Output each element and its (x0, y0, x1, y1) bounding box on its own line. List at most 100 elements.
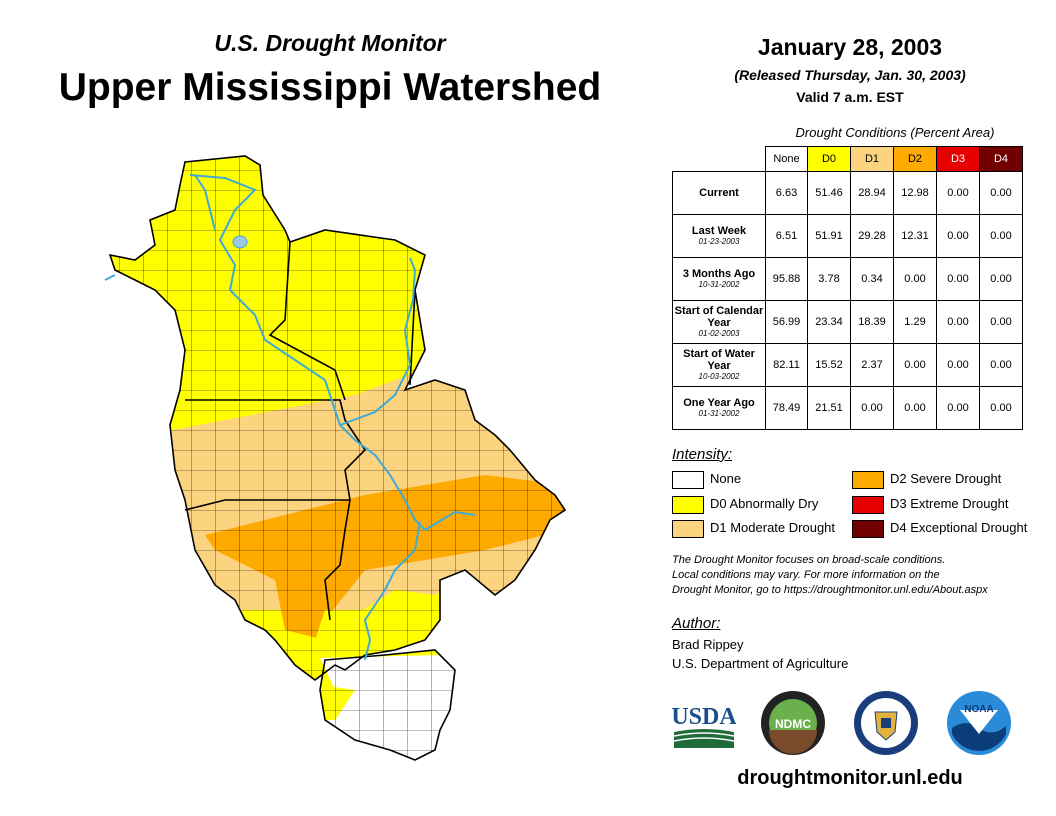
noaa-logo: NOAA (947, 691, 1011, 755)
table-cell: 0.00 (936, 386, 980, 430)
row-date: 01-23-2003 (698, 237, 740, 246)
table-cell: 6.51 (765, 214, 808, 258)
usda-logo-text: USDA (672, 704, 736, 730)
table-cell: 12.31 (893, 214, 937, 258)
column-header-d2: D2 (893, 146, 937, 172)
page-title: Upper Mississippi Watershed (58, 66, 602, 109)
table-cell: 0.00 (893, 343, 937, 387)
row-date: 01-31-2002 (698, 409, 740, 418)
subtitle: U.S. Drought Monitor (214, 30, 446, 56)
noaa-logo-text: NOAA (964, 704, 993, 715)
legend-swatch (852, 519, 884, 538)
table-row: Start of Calendar Year 01-02-2003 56.99 23.… (672, 300, 1023, 344)
table-cell: 28.94 (850, 171, 894, 215)
legend-swatch (672, 470, 704, 489)
commerce-seal (854, 691, 918, 755)
legend-label: D4 Exceptional Drought (890, 520, 1028, 535)
legend-item: D4 Exceptional Drought (852, 519, 1028, 538)
note-line: The Drought Monitor focuses on broad-sca… (672, 554, 946, 566)
table-cell: 0.00 (979, 214, 1023, 258)
legend-swatch (852, 470, 884, 489)
row-label-text: Start of Water Year (683, 348, 755, 372)
table-cell: 18.39 (850, 300, 894, 344)
column-header-none: None (765, 146, 808, 172)
legend-item: D2 Severe Drought (852, 470, 1002, 489)
drought-map (104, 155, 567, 761)
legend-label: D2 Severe Drought (890, 471, 1002, 486)
table-cell: 23.34 (807, 300, 851, 344)
row-label-text: Last Week (691, 225, 747, 237)
legend-item: D3 Extreme Drought (852, 495, 1009, 514)
state-boundaries (108, 155, 567, 761)
map-date: January 28, 2003 (757, 34, 943, 60)
table-cell: 21.51 (807, 386, 851, 430)
table-cell: 0.00 (979, 171, 1023, 215)
legend-swatch (672, 495, 704, 514)
table-cell: 0.00 (979, 343, 1023, 387)
legend-item: D0 Abnormally Dry (672, 495, 819, 514)
table-cell: 29.28 (850, 214, 894, 258)
note-line: Local conditions may vary. For more info… (672, 569, 940, 581)
row-label: Last Week 01-23-2003 (672, 214, 766, 258)
table-row: 3 Months Ago 10-31-2002 95.88 3.78 0.34 0.00 0… (672, 257, 1023, 301)
table-cell: 6.63 (765, 171, 808, 215)
table-header-row: None D0 D1 D2 D3 D4 (673, 146, 1023, 172)
row-date: 01-02-2003 (698, 329, 740, 338)
table-row: Start of Water Year 10-03-2002 82.11 15.52 2… (672, 343, 1023, 387)
table-cell: 12.98 (893, 171, 937, 215)
row-label-text: Current (699, 187, 739, 199)
column-header-d3: D3 (936, 146, 980, 172)
table-cell: 95.88 (765, 257, 808, 301)
valid-time: Valid 7 a.m. EST (796, 89, 904, 105)
note-line[interactable]: Drought Monitor, go to https://droughtmo… (672, 584, 988, 596)
legend-label: D1 Moderate Drought (710, 520, 836, 535)
legend-item: None (672, 470, 742, 489)
table-cell: 0.00 (936, 257, 980, 301)
rivers (104, 174, 476, 661)
table-cell: 78.49 (765, 386, 808, 430)
table-cell: 0.00 (850, 386, 894, 430)
row-label: 3 Months Ago 10-31-2002 (672, 257, 766, 301)
author-label: Author: (672, 615, 721, 632)
row-label-text: Start of Calendar Year (674, 305, 764, 329)
row-label: Start of Water Year 10-03-2002 (672, 343, 766, 387)
row-label: Start of Calendar Year 01-02-2003 (672, 300, 766, 344)
legend-label: None (710, 471, 742, 486)
website-link[interactable]: droughtmonitor.unl.edu (737, 767, 963, 789)
column-header-d4: D4 (979, 146, 1023, 172)
table-cell: 51.46 (807, 171, 851, 215)
release-date: (Released Thursday, Jan. 30, 2003) (734, 67, 966, 83)
table-cell: 0.00 (979, 300, 1023, 344)
drought-areas (110, 156, 565, 760)
table-cell: 1.29 (893, 300, 937, 344)
table-cell: 0.00 (979, 386, 1023, 430)
row-label: Current (672, 171, 766, 215)
column-header-d0: D0 (807, 146, 851, 172)
table-cell: 51.91 (807, 214, 851, 258)
usda-logo: USDA (672, 704, 736, 748)
table-cell: 0.00 (936, 300, 980, 344)
table-corner (673, 147, 766, 172)
author-org: U.S. Department of Agriculture (672, 656, 849, 671)
legend-swatch (672, 519, 704, 538)
row-label: One Year Ago 01-31-2002 (672, 386, 766, 430)
table-cell: 2.37 (850, 343, 894, 387)
table-row: One Year Ago 01-31-2002 78.49 21.51 0.00 0.00… (672, 386, 1023, 430)
legend-title: Intensity: (672, 446, 733, 463)
row-date: 10-31-2002 (698, 280, 740, 289)
table-cell: 82.11 (765, 343, 808, 387)
table-row: Last Week 01-23-2003 6.51 51.91 29.28 12.31 0.… (672, 214, 1023, 258)
legend-swatch (852, 495, 884, 514)
table-cell: 0.00 (936, 343, 980, 387)
ndmc-logo: NDMC (761, 691, 825, 755)
table-cell: 0.00 (979, 257, 1023, 301)
legend-item: D1 Moderate Drought (672, 519, 836, 538)
table-cell: 0.34 (850, 257, 894, 301)
table-cell: 3.78 (807, 257, 851, 301)
table-title: Drought Conditions (Percent Area) (795, 125, 995, 140)
table-cell: 0.00 (893, 386, 937, 430)
note: The Drought Monitor focuses on broad-sca… (672, 553, 1032, 598)
ndmc-logo-text: NDMC (775, 717, 811, 731)
legend-label: D0 Abnormally Dry (710, 496, 819, 511)
table-row: Current 6.63 51.46 28.94 12.98 0.00 0.00 (672, 171, 1023, 215)
